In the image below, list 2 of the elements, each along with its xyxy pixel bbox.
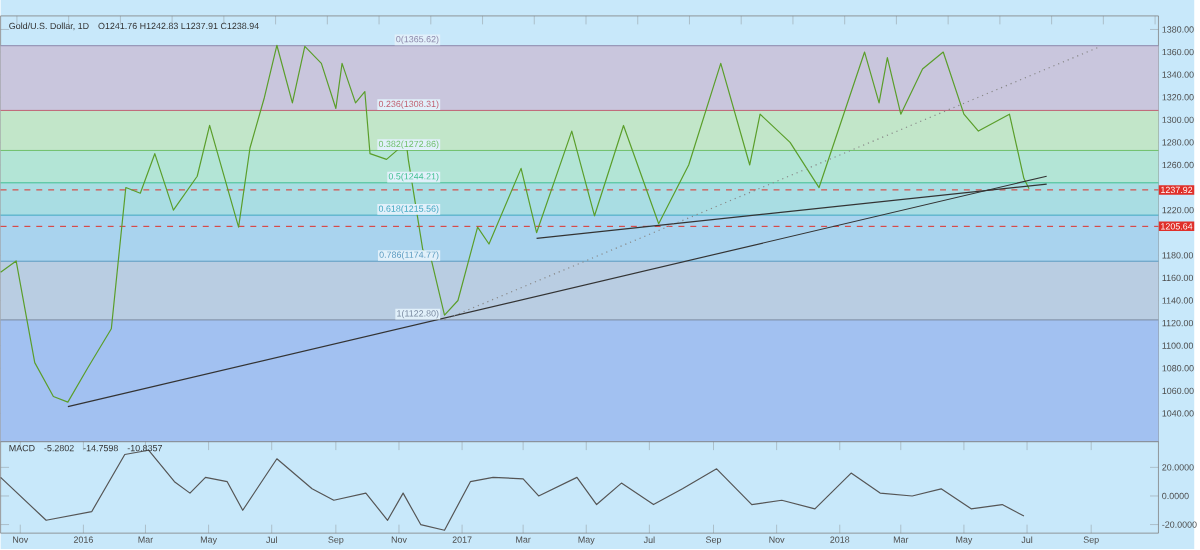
line-series bbox=[0, 45, 1030, 404]
line-series bbox=[0, 450, 1025, 532]
